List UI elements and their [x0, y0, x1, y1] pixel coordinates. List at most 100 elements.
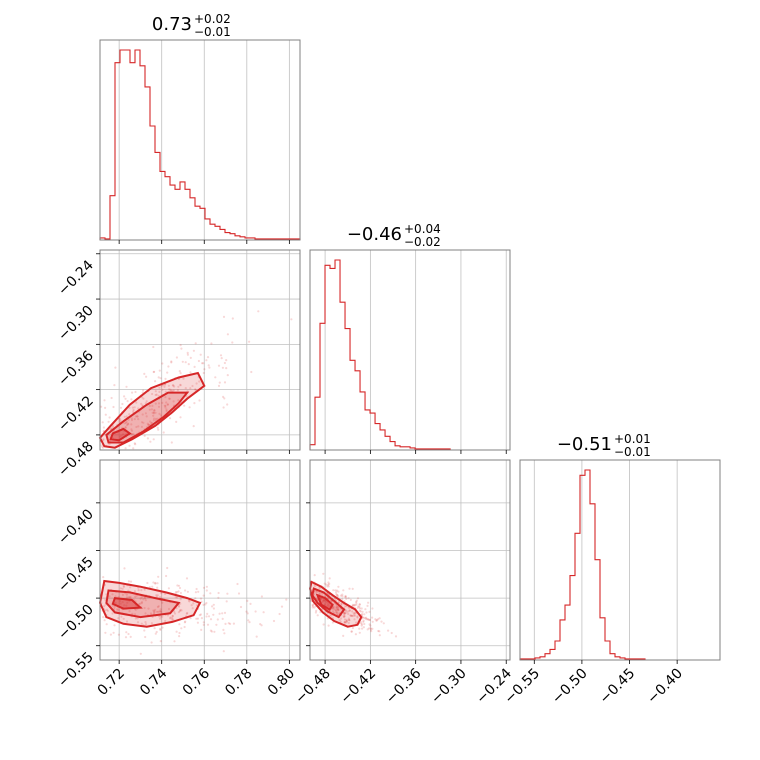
sample-point	[347, 617, 350, 620]
sample-point	[350, 614, 353, 617]
sample-point	[140, 425, 143, 428]
sample-point	[123, 395, 126, 398]
sample-point	[365, 616, 368, 619]
sample-point	[160, 592, 163, 595]
sample-point	[375, 619, 378, 622]
sample-point	[157, 605, 160, 608]
sample-point	[336, 611, 339, 614]
sample-point	[102, 426, 105, 429]
sample-point	[155, 610, 158, 613]
sample-point	[206, 612, 209, 616]
sample-point	[349, 614, 352, 617]
sample-point	[152, 370, 155, 374]
sample-point	[156, 594, 159, 597]
sample-point	[132, 447, 135, 450]
sample-point	[183, 621, 186, 624]
sample-point	[167, 384, 170, 387]
sample-point	[339, 620, 342, 623]
sample-point	[343, 618, 347, 621]
sample-point	[225, 359, 228, 362]
sample-point	[184, 589, 187, 592]
sample-point	[157, 394, 160, 397]
sample-point	[248, 621, 251, 624]
sample-point	[120, 434, 123, 437]
sample-point	[219, 354, 223, 357]
sample-point	[126, 400, 129, 403]
sample-point	[103, 605, 106, 608]
sample-point	[180, 609, 183, 612]
sample-point	[345, 597, 348, 601]
sample-point	[156, 605, 159, 609]
sample-point	[172, 384, 175, 387]
param-title-median: −0.46	[347, 224, 402, 245]
scatter-panel-0: −0.48−0.42−0.36−0.30−0.24	[55, 249, 301, 480]
sample-point	[199, 597, 203, 600]
sample-point	[174, 596, 177, 599]
sample-point	[137, 418, 140, 421]
sample-point	[351, 626, 354, 630]
sample-point	[107, 420, 110, 423]
sample-point	[207, 615, 211, 618]
sample-point	[315, 591, 318, 594]
sample-point	[157, 575, 160, 578]
sample-point	[222, 628, 225, 632]
sample-point	[358, 605, 361, 608]
sample-point	[149, 420, 152, 423]
sample-point	[370, 630, 373, 633]
gridlines	[324, 250, 507, 450]
sample-point	[369, 628, 373, 631]
histogram-line	[519, 469, 720, 661]
sample-point	[192, 602, 195, 605]
sample-point	[173, 610, 176, 613]
sample-point	[117, 617, 120, 620]
sample-point	[168, 417, 172, 420]
sample-point	[221, 366, 224, 369]
sample-point	[154, 417, 158, 420]
sample-point	[328, 614, 331, 617]
sample-point	[129, 580, 133, 583]
sample-point	[198, 380, 201, 383]
sample-point	[179, 416, 182, 419]
sample-point	[104, 406, 107, 409]
sample-point	[348, 619, 351, 622]
sample-point	[278, 612, 281, 616]
sample-point	[102, 576, 105, 579]
sample-point	[152, 609, 155, 612]
sample-point	[390, 631, 393, 635]
y-tick-label: −0.42	[55, 393, 97, 435]
sample-point	[130, 398, 133, 401]
sample-point	[153, 417, 156, 420]
sample-point	[341, 595, 344, 598]
sample-point	[127, 632, 130, 636]
sample-point	[343, 612, 347, 615]
sample-point	[343, 612, 346, 615]
sample-point	[355, 603, 358, 606]
histogram-panel-1: −0.46 +0.04−0.02	[309, 222, 511, 454]
sample-point	[337, 585, 340, 588]
sample-point	[352, 604, 355, 607]
sample-point	[161, 601, 164, 604]
sample-point	[353, 618, 356, 621]
param-title-plus: +0.04	[404, 222, 441, 236]
sample-point	[342, 634, 345, 638]
gridlines	[100, 460, 300, 660]
sample-point	[257, 310, 260, 313]
sample-point	[170, 361, 173, 364]
sample-point	[365, 611, 368, 614]
sample-point	[349, 614, 352, 617]
x-tick-label: −0.45	[597, 666, 639, 708]
sample-point	[343, 621, 346, 624]
sample-point	[134, 415, 137, 418]
sample-point	[353, 611, 356, 615]
sample-point	[166, 371, 169, 374]
sample-point	[335, 608, 339, 611]
sample-point	[336, 613, 340, 616]
sample-point	[182, 377, 185, 380]
sample-point	[141, 413, 144, 416]
sample-point	[193, 402, 196, 405]
sample-point	[343, 621, 347, 624]
sample-point	[129, 586, 132, 589]
sample-point	[159, 617, 162, 620]
sample-point	[226, 592, 229, 595]
sample-point	[134, 617, 137, 620]
